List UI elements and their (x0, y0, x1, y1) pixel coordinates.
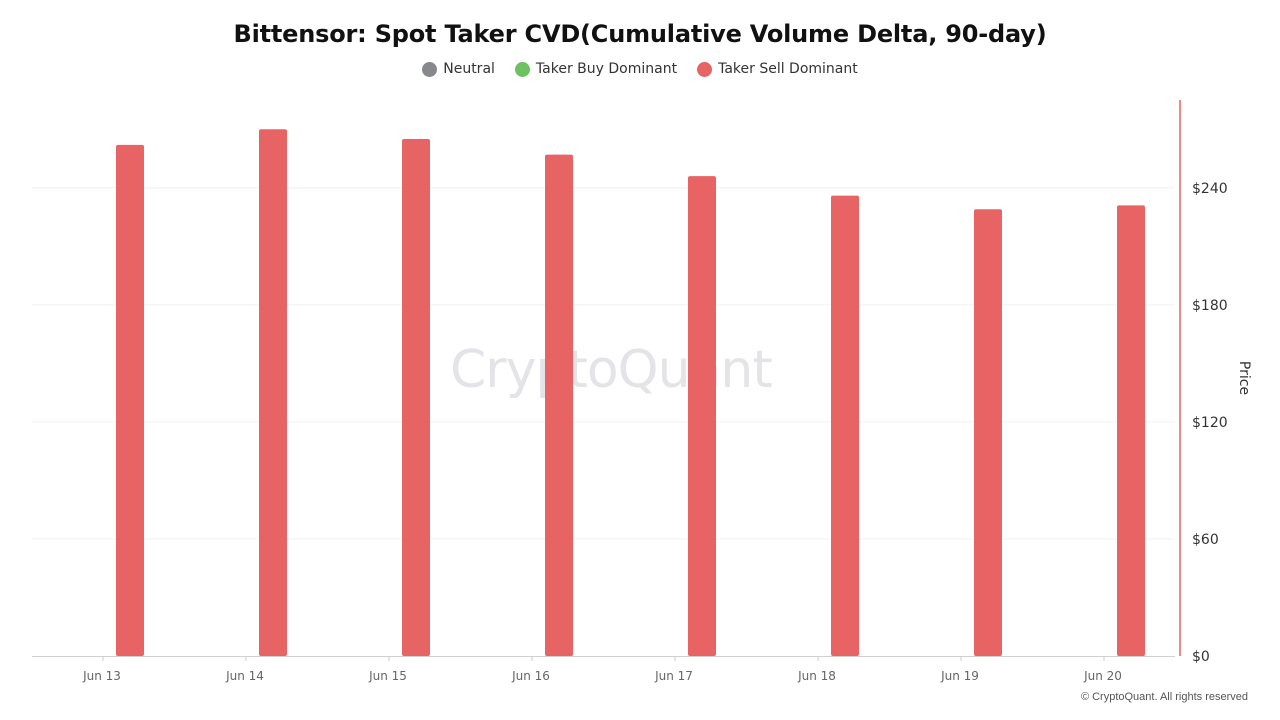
x-tick-label: Jun 15 (368, 669, 407, 683)
bars (116, 129, 1145, 657)
watermark-logo: CryptoQuant (450, 340, 773, 400)
copyright-notice: © CryptoQuant. All rights reserved (1080, 691, 1248, 703)
y-tick-label: $240 (1192, 181, 1228, 197)
bar[interactable] (688, 176, 716, 656)
legend-swatch-neutral (422, 61, 438, 77)
y-axis-ticks: $0 $60 $120 $180 $240 (1192, 181, 1228, 665)
legend-label-taker-buy: Taker Buy Dominant (535, 61, 678, 77)
legend-item-taker-buy[interactable]: Taker Buy Dominant (514, 61, 678, 77)
legend-item-neutral[interactable]: Neutral (422, 61, 495, 77)
bar[interactable] (545, 154, 573, 656)
bar[interactable] (1117, 205, 1145, 657)
y-tick-label: $60 (1192, 532, 1219, 548)
y-tick-label: $180 (1192, 298, 1228, 314)
bar[interactable] (974, 209, 1002, 656)
bar[interactable] (831, 195, 859, 656)
y-axis-title: Price (1236, 361, 1252, 395)
bar[interactable] (259, 129, 287, 656)
x-tick-label: Jun 20 (1083, 669, 1122, 683)
x-tick-label: Jun 13 (82, 669, 121, 683)
legend-label-taker-sell: Taker Sell Dominant (718, 61, 858, 77)
y-tick-label: $120 (1192, 415, 1228, 431)
x-tick-label: Jun 17 (654, 669, 693, 683)
chart-legend: Neutral Taker Buy Dominant Taker Sell Do… (0, 61, 1280, 77)
legend-item-taker-sell[interactable]: Taker Sell Dominant (697, 61, 858, 77)
bar[interactable] (402, 139, 430, 656)
chart-title: Bittensor: Spot Taker CVD(Cumulative Vol… (233, 20, 1047, 48)
legend-swatch-taker-sell (697, 61, 713, 77)
legend-swatch-taker-buy (514, 61, 530, 77)
y-tick-label: $0 (1192, 649, 1210, 665)
legend-label-neutral: Neutral (443, 61, 495, 77)
x-tick-label: Jun 16 (511, 669, 550, 683)
bar[interactable] (116, 144, 144, 656)
grid-lines (32, 187, 1175, 540)
x-axis-ticks: Jun 13 Jun 14 Jun 15 Jun 16 Jun 17 Jun 18 Jun … (82, 656, 1122, 683)
x-tick-label: Jun 19 (940, 669, 979, 683)
x-tick-label: Jun 18 (797, 669, 836, 683)
x-tick-label: Jun 14 (225, 669, 264, 683)
